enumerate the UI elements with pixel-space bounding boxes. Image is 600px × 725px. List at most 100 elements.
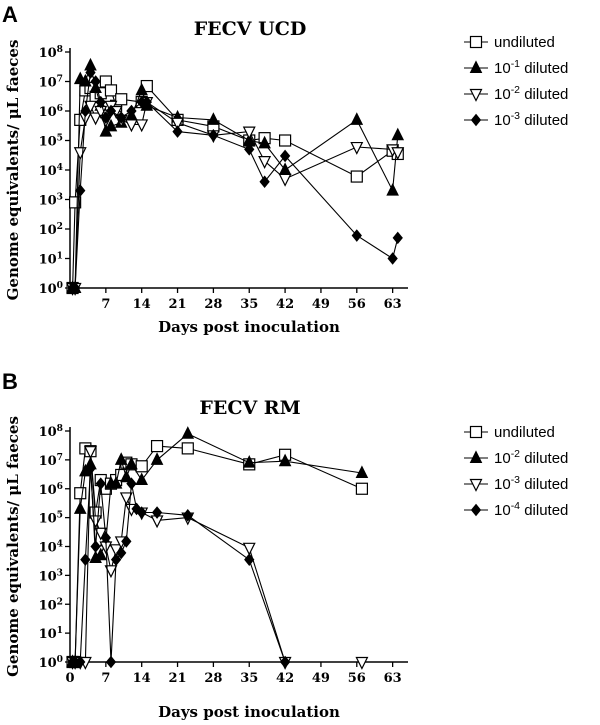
data-point-diamond: [75, 184, 86, 197]
data-point-triangle-down: [104, 565, 118, 579]
data-point-diamond: [244, 143, 255, 156]
data-point-square: [135, 460, 148, 473]
data-point-triangle-down: [355, 656, 369, 670]
data-point-triangle-down: [89, 515, 103, 529]
data-point-diamond: [126, 477, 137, 490]
text-part: 10: [39, 627, 57, 642]
y-tick-label: 105: [39, 132, 63, 150]
data-point-diamond: [470, 113, 482, 127]
data-point-triangle-up: [242, 455, 256, 468]
data-point-triangle-up: [104, 118, 118, 132]
data-point-triangle-up: [386, 183, 399, 196]
series-line: [72, 468, 286, 663]
text-part: 10: [39, 512, 57, 527]
text-part: 0: [57, 280, 63, 291]
legend-label: 10-2 diluted: [494, 84, 568, 103]
x-tick-label: 63: [384, 671, 402, 686]
legend-label: 10-3 diluted: [494, 474, 568, 493]
data-point-triangle-up: [469, 450, 483, 463]
data-point-diamond: [208, 129, 219, 142]
y-tick-label: 108: [39, 44, 63, 62]
text-part: 10: [39, 656, 57, 671]
data-point-triangle-up: [94, 547, 108, 561]
text-part: 10: [39, 76, 57, 91]
data-point-diamond: [126, 104, 137, 118]
data-point-triangle-down: [119, 492, 133, 506]
data-point-square: [355, 482, 369, 495]
panel-label: A: [2, 2, 18, 27]
data-point-diamond: [172, 125, 183, 138]
text-part: -1: [511, 58, 520, 70]
text-part: 10: [39, 223, 57, 238]
y-tick-label: 102: [39, 596, 63, 614]
data-point-triangle-up: [135, 82, 149, 96]
data-point-triangle-down: [124, 119, 138, 133]
y-tick-label: 105: [39, 509, 63, 527]
data-point-triangle-up: [125, 456, 138, 470]
y-tick-label: 102: [39, 221, 63, 239]
data-point-triangle-down: [135, 119, 149, 133]
data-point-square: [469, 35, 483, 49]
legend-label: 10-3 diluted: [494, 110, 568, 129]
legend-label: 10-4 diluted: [494, 500, 568, 519]
data-point-triangle-up: [150, 452, 164, 465]
text-part: 3: [57, 567, 63, 578]
text-part: diluted: [520, 60, 568, 77]
x-tick-label: 35: [240, 297, 258, 312]
data-point-triangle-down: [84, 446, 97, 460]
text-part: 10: [39, 425, 57, 440]
data-point-square: [469, 425, 483, 439]
text-part: 10: [494, 450, 511, 467]
data-point-triangle-down: [258, 156, 272, 169]
x-axis-label: Days post inoculation: [158, 703, 340, 721]
y-axis-label: Genome equivalents/ μL faeces: [4, 416, 22, 677]
x-tick-label: 7: [101, 297, 110, 312]
text-part: 6: [57, 103, 63, 114]
data-point-diamond: [90, 75, 101, 88]
text-part: 10: [39, 282, 57, 297]
text-part: 4: [57, 538, 63, 549]
text-part: 10: [39, 46, 57, 61]
legend-label: 10-1 diluted: [494, 58, 568, 77]
data-point-diamond: [90, 540, 101, 553]
x-tick-label: 0: [65, 671, 74, 686]
text-part: diluted: [520, 476, 568, 493]
x-tick-label: 42: [276, 671, 294, 686]
text-part: 10: [39, 598, 57, 613]
data-point-diamond: [259, 175, 270, 189]
x-tick-label: 49: [312, 671, 330, 686]
x-tick-label: 14: [133, 671, 151, 686]
text-part: 7: [57, 73, 63, 84]
data-point-square: [150, 439, 164, 453]
text-part: 8: [57, 44, 63, 55]
data-point-triangle-down: [469, 478, 483, 492]
data-point-triangle-down: [73, 147, 87, 161]
x-axis-label: Days post inoculation: [158, 318, 340, 336]
data-point-square: [115, 93, 128, 106]
data-point-triangle-up: [79, 73, 92, 87]
data-point-triangle-up: [469, 60, 483, 73]
y-tick-label: 108: [39, 423, 63, 441]
data-point-triangle-up: [258, 135, 271, 149]
x-tick-label: 21: [168, 297, 186, 312]
text-part: 10: [494, 502, 511, 519]
text-part: 3: [57, 191, 63, 202]
text-part: diluted: [520, 450, 568, 467]
data-point-diamond: [351, 229, 362, 242]
text-part: 10: [494, 476, 511, 493]
data-point-triangle-up: [73, 501, 87, 514]
text-part: -3: [511, 110, 520, 122]
data-point-square: [69, 196, 82, 209]
data-point-diamond: [279, 655, 291, 669]
text-part: 8: [57, 423, 63, 434]
y-tick-label: 106: [39, 103, 63, 121]
y-tick-label: 104: [39, 538, 63, 556]
text-part: 10: [494, 112, 511, 129]
x-tick-label: 35: [240, 671, 258, 686]
data-point-triangle-down: [94, 527, 108, 541]
text-part: 2: [57, 221, 63, 232]
